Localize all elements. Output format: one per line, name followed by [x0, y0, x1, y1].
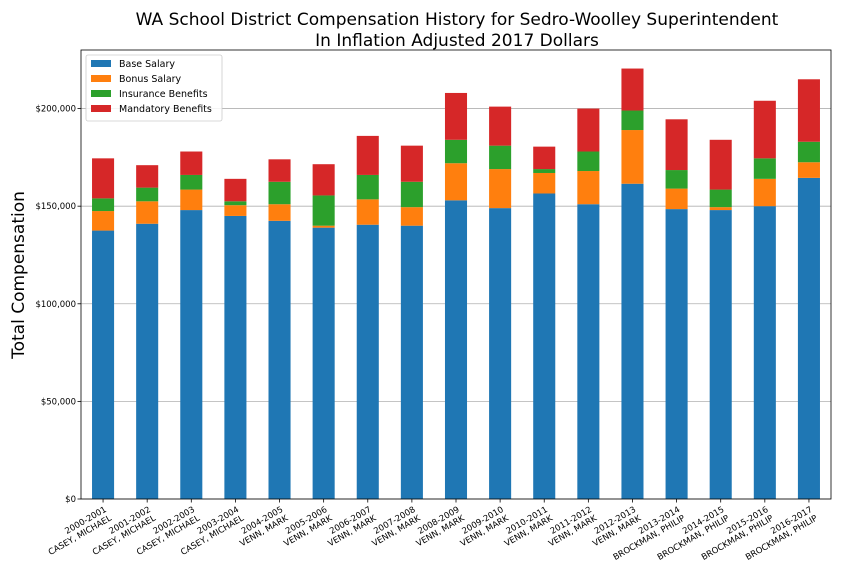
bar-segment-insurance-benefits: [621, 110, 644, 131]
bar-segment-mandatory-benefits: [136, 165, 159, 188]
bar-segment-base-salary: [356, 224, 379, 500]
bar-segment-insurance-benefits: [312, 195, 335, 226]
bar-segment-bonus-salary: [356, 199, 379, 225]
bar-segment-base-salary: [533, 193, 556, 499]
bar-segment-base-salary: [489, 208, 512, 499]
bar-segment-bonus-salary: [533, 172, 556, 194]
bar-segment-insurance-benefits: [356, 174, 379, 200]
y-tick-label: $50,000: [41, 397, 76, 407]
bar-segment-mandatory-benefits: [533, 146, 556, 170]
bar-segment-base-salary: [268, 220, 291, 499]
bar-segment-insurance-benefits: [92, 198, 115, 212]
bar-segment-mandatory-benefits: [444, 92, 468, 140]
bar-segment-base-salary: [136, 223, 159, 500]
bar-segment-insurance-benefits: [136, 187, 159, 202]
bar-segment-bonus-salary: [92, 211, 115, 231]
legend-label: Base Salary: [119, 59, 175, 70]
bar-segment-base-salary: [444, 200, 468, 500]
bar-segment-bonus-salary: [753, 178, 776, 207]
legend-label: Bonus Salary: [119, 74, 182, 85]
bar-segment-base-salary: [797, 177, 820, 500]
bar-segment-bonus-salary: [180, 189, 203, 211]
bar-segment-insurance-benefits: [268, 181, 291, 205]
bar-segment-insurance-benefits: [709, 189, 732, 208]
bar-segment-mandatory-benefits: [224, 178, 247, 202]
legend-swatch: [91, 75, 111, 82]
bar-segment-insurance-benefits: [533, 169, 556, 173]
legend-box: [85, 54, 223, 122]
bar-segment-base-salary: [709, 210, 732, 500]
y-tick-label: $0: [65, 495, 76, 505]
bar-segment-insurance-benefits: [444, 139, 468, 164]
bar-segment-insurance-benefits: [400, 181, 423, 208]
bar-segment-insurance-benefits: [577, 151, 600, 172]
bar-segment-mandatory-benefits: [621, 68, 644, 111]
bar-segment-mandatory-benefits: [753, 100, 776, 159]
bar-segment-mandatory-benefits: [312, 164, 335, 196]
legend-label: Mandatory Benefits: [119, 104, 212, 115]
bar-segment-mandatory-benefits: [489, 106, 512, 146]
bar-segment-bonus-salary: [400, 207, 423, 226]
bar-segment-mandatory-benefits: [180, 151, 203, 175]
bar-segment-mandatory-benefits: [709, 139, 732, 190]
y-tick-label: $100,000: [35, 300, 76, 310]
bar-segment-bonus-salary: [797, 162, 820, 178]
bar-segment-insurance-benefits: [180, 174, 203, 190]
bar-segment-base-salary: [621, 183, 644, 499]
bar-segment-insurance-benefits: [753, 158, 776, 179]
bar-segment-mandatory-benefits: [400, 145, 423, 182]
y-tick-label: $150,000: [35, 202, 76, 212]
bars: [92, 68, 820, 500]
legend-swatch: [91, 105, 111, 112]
bar-segment-mandatory-benefits: [577, 108, 600, 152]
bar-segment-bonus-salary: [489, 169, 512, 209]
y-axis-label: Total Compensation: [9, 191, 29, 360]
bar-segment-base-salary: [753, 206, 776, 499]
bar-segment-base-salary: [92, 230, 115, 499]
bar-segment-bonus-salary: [136, 201, 159, 224]
bar-segment-base-salary: [224, 215, 247, 499]
bar-segment-base-salary: [577, 204, 600, 499]
bar-segment-insurance-benefits: [665, 170, 688, 189]
legend-swatch: [91, 90, 111, 97]
bar-segment-mandatory-benefits: [797, 79, 820, 142]
legend: Base Salary Bonus Salary Insurance Benefit…: [85, 54, 223, 122]
bar-segment-base-salary: [312, 227, 335, 499]
bar-segment-base-salary: [400, 225, 423, 499]
bar-segment-bonus-salary: [621, 130, 644, 184]
bar-segment-mandatory-benefits: [665, 119, 688, 171]
bar-segment-base-salary: [180, 210, 203, 500]
bar-segment-bonus-salary: [709, 207, 732, 211]
bar-segment-insurance-benefits: [489, 145, 512, 170]
legend-swatch: [91, 60, 111, 67]
bar-segment-mandatory-benefits: [268, 159, 291, 182]
bar-segment-bonus-salary: [444, 163, 468, 201]
y-axis-ticks: $0 $50,000 $100,000 $150,000 $200,000: [35, 105, 81, 505]
bar-segment-bonus-salary: [224, 205, 247, 216]
bar-segment-mandatory-benefits: [356, 135, 379, 175]
chart-subtitle: In Inflation Adjusted 2017 Dollars: [315, 31, 599, 51]
bar-segment-insurance-benefits: [224, 201, 247, 206]
bar-segment-bonus-salary: [312, 225, 335, 228]
bar-segment-base-salary: [665, 209, 688, 499]
bar-segment-bonus-salary: [577, 171, 600, 205]
bar-segment-bonus-salary: [268, 204, 291, 221]
chart-title: WA School District Compensation History …: [136, 10, 779, 30]
bar-segment-insurance-benefits: [797, 141, 820, 163]
y-tick-label: $200,000: [35, 105, 76, 115]
legend-label: Insurance Benefits: [119, 89, 208, 100]
bar-segment-mandatory-benefits: [92, 158, 115, 199]
bar-segment-bonus-salary: [665, 188, 688, 210]
